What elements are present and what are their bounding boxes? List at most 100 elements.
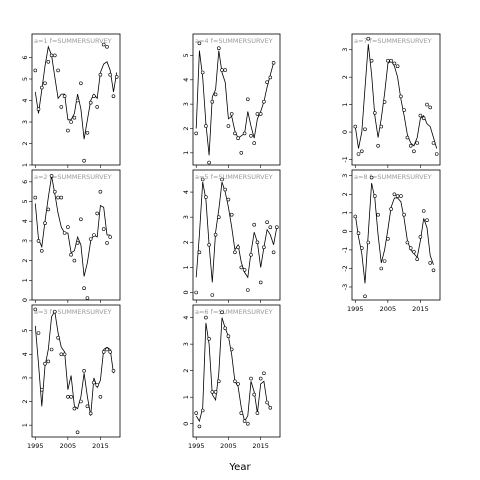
- x-tick-label: 2005: [60, 442, 77, 450]
- data-point: [359, 246, 364, 250]
- data-point: [39, 249, 44, 253]
- data-point: [223, 326, 227, 331]
- y-tick-label: 3: [21, 239, 29, 243]
- y-tick-label: -3: [341, 284, 349, 290]
- data-point: [105, 241, 109, 245]
- data-point: [428, 261, 433, 265]
- data-point: [105, 44, 109, 49]
- data-point: [239, 265, 244, 270]
- data-point: [95, 211, 99, 216]
- data-point: [369, 175, 374, 180]
- data-point: [52, 189, 57, 194]
- data-point: [36, 239, 41, 243]
- data-point: [105, 347, 109, 352]
- panel-strip-label: a=8 f=SUMMERSURVEY: [354, 173, 432, 181]
- data-point: [372, 194, 377, 198]
- data-point: [220, 68, 224, 72]
- data-point: [236, 382, 240, 386]
- data-point: [207, 243, 211, 247]
- panel-frame: [31, 33, 121, 166]
- data-point: [33, 68, 38, 73]
- y-tick-label: 3: [182, 215, 190, 219]
- data-point: [98, 72, 103, 77]
- data-point: [268, 405, 273, 410]
- data-point: [249, 253, 253, 257]
- y-tick-label: 4: [182, 316, 190, 320]
- data-point: [366, 240, 371, 245]
- data-point: [359, 149, 364, 154]
- data-point: [82, 158, 86, 163]
- data-point: [59, 352, 64, 357]
- data-point: [200, 70, 205, 75]
- panel-strip-label: a=3 f=SUMMERSURVEY: [34, 308, 112, 316]
- data-point: [379, 266, 384, 271]
- y-tick-label: 6: [21, 180, 29, 184]
- y-tick-label: 3: [341, 48, 349, 52]
- data-point: [382, 259, 387, 263]
- data-point: [62, 231, 67, 235]
- data-point: [258, 376, 263, 381]
- data-point: [207, 336, 211, 341]
- data-point: [92, 233, 96, 237]
- data-point: [356, 231, 361, 235]
- data-point: [402, 108, 406, 112]
- fit-line: [34, 45, 118, 140]
- panel-1: a=1 f=SUMMERSURVEY 1 2 3 4 5 6: [21, 33, 121, 168]
- data-point: [418, 113, 423, 118]
- data-point: [376, 212, 380, 217]
- y-tick-label: -2: [341, 265, 349, 271]
- data-point: [75, 430, 80, 435]
- data-point: [85, 296, 90, 300]
- data-point: [399, 94, 403, 99]
- data-point: [236, 136, 240, 140]
- data-point: [33, 195, 38, 200]
- panel-strip-label: a=6 f=SUMMERSURVEY: [195, 308, 273, 316]
- y-tick-label: 2: [21, 259, 29, 263]
- y-tick-label: 6: [21, 55, 29, 59]
- data-point: [88, 100, 93, 105]
- data-point: [39, 85, 44, 90]
- y-tick-label: 1: [182, 151, 190, 155]
- data-point: [62, 352, 67, 357]
- data-point: [415, 141, 420, 145]
- panel-8: a=8 f=SUMMERSURVEY -3 -2 -1 0 1 2 3 1995 2005 2015: [341, 169, 441, 313]
- data-point: [421, 209, 426, 213]
- data-point: [252, 392, 256, 397]
- x-tick-label: 1995: [188, 442, 205, 450]
- data-point: [46, 359, 51, 364]
- data-point: [258, 112, 263, 116]
- data-point: [246, 421, 250, 426]
- data-point: [108, 350, 112, 354]
- data-point: [382, 100, 387, 104]
- y-tick-label: 2: [341, 192, 349, 196]
- x-tick-label: 2005: [380, 305, 397, 313]
- data-point: [197, 250, 202, 255]
- data-point: [72, 406, 77, 411]
- data-point: [434, 152, 439, 156]
- data-point: [405, 240, 410, 245]
- data-point: [69, 394, 73, 399]
- data-point: [43, 81, 47, 86]
- data-point: [405, 135, 410, 140]
- data-point: [207, 160, 211, 165]
- data-point: [229, 212, 234, 217]
- y-tick-label: 2: [21, 399, 29, 403]
- data-point: [56, 335, 60, 340]
- data-point: [226, 334, 231, 339]
- fit-line: [34, 175, 111, 277]
- data-point: [249, 376, 253, 381]
- data-point: [49, 53, 54, 58]
- x-tick-label: 1995: [347, 305, 364, 313]
- data-point: [233, 379, 237, 384]
- data-point: [226, 197, 231, 202]
- data-point: [249, 134, 253, 138]
- data-point: [431, 141, 436, 145]
- y-tick-label: 2: [182, 369, 190, 373]
- data-point: [223, 68, 227, 72]
- panel-frame: [351, 169, 441, 301]
- data-point: [366, 36, 371, 41]
- data-point: [101, 227, 106, 231]
- data-point: [194, 411, 198, 415]
- data-point: [46, 59, 51, 64]
- data-point: [66, 128, 70, 133]
